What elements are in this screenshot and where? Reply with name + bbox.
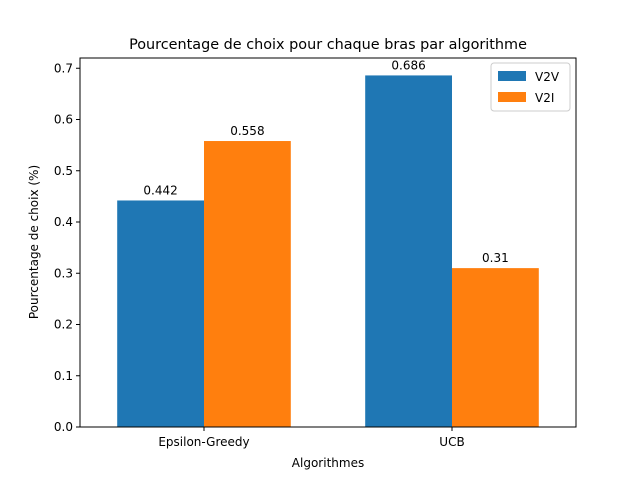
x-tick-label: Epsilon-Greedy [158, 435, 249, 449]
bar-v2i-ucb [452, 268, 539, 427]
legend-swatch-v2v [498, 71, 526, 81]
data-label: 0.558 [230, 124, 264, 138]
data-label: 0.686 [391, 58, 425, 72]
bar-v2v-epsilon-greedy [117, 200, 204, 427]
bar-v2v-ucb [365, 75, 452, 428]
y-tick-label: 0.3 [54, 266, 73, 280]
y-tick-label: 0.1 [54, 369, 73, 383]
data-label: 0.31 [482, 251, 509, 265]
plot-area: 0.0 0.1 0.2 0.3 0.4 0.5 0.6 0.7 Epsilon-Greedy UC… [54, 58, 539, 449]
legend-label-v2i: V2I [535, 91, 554, 105]
legend-swatch-v2i [498, 92, 526, 102]
x-axis-label: Algorithmes [292, 456, 364, 470]
legend-label-v2v: V2V [535, 70, 560, 84]
bar-v2i-epsilon-greedy [204, 141, 291, 427]
x-tick-label: UCB [439, 435, 464, 449]
y-tick-label: 0.5 [54, 164, 73, 178]
y-tick-label: 0.2 [54, 318, 73, 332]
y-tick-label: 0.4 [54, 215, 73, 229]
data-label: 0.442 [143, 183, 177, 197]
y-tick-label: 0.7 [54, 61, 73, 75]
legend: V2V V2I [490, 62, 571, 112]
y-axis-label: Pourcentage de choix (%) [27, 165, 41, 319]
y-tick-label: 0.0 [54, 420, 73, 434]
y-tick-label: 0.6 [54, 113, 73, 127]
chart-title: Pourcentage de choix pour chaque bras pa… [129, 37, 527, 53]
plot-frame [79, 57, 577, 428]
